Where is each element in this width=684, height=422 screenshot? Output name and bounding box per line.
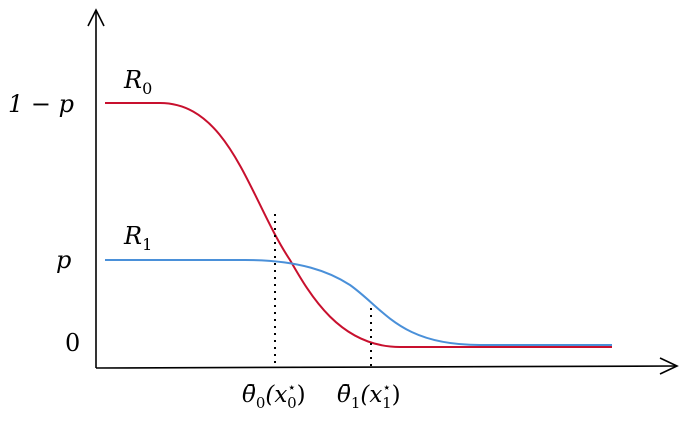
y-label-zero: 0 <box>65 329 80 357</box>
axes <box>87 8 679 375</box>
y-label-p: p <box>56 246 71 274</box>
curve-r1 <box>105 259 612 346</box>
x-axis <box>95 365 677 369</box>
curve-label-r0: R0 <box>123 66 152 98</box>
curve-r0 <box>105 102 612 348</box>
y-label-one-minus-p: 1 − p <box>8 90 74 118</box>
y-axis-arrowhead <box>87 8 105 27</box>
x-label-theta0: θ̄0(x⋆ 0) <box>242 380 306 412</box>
x-label-theta1: θ̄1(x⋆ 1) <box>337 380 401 412</box>
curve-label-r1: R1 <box>123 222 152 254</box>
x-axis-arrowhead <box>659 357 679 375</box>
